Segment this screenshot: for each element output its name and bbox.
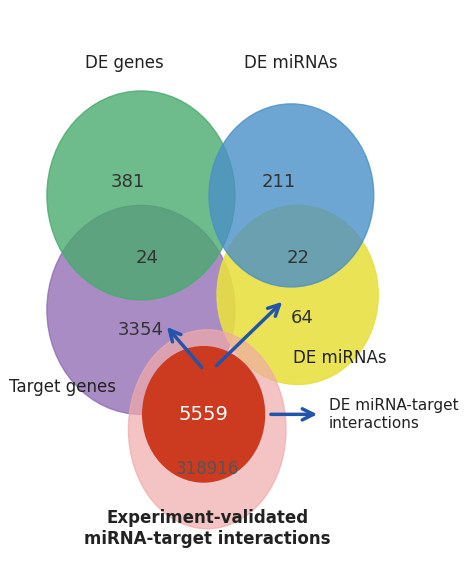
- Text: DE miRNA-target
interactions: DE miRNA-target interactions: [329, 398, 459, 430]
- Ellipse shape: [47, 91, 235, 300]
- Text: 3354: 3354: [118, 321, 164, 339]
- Text: Experiment-validated
miRNA-target interactions: Experiment-validated miRNA-target intera…: [84, 509, 330, 548]
- Ellipse shape: [217, 205, 378, 384]
- Text: 211: 211: [262, 174, 296, 192]
- Text: 5559: 5559: [179, 405, 228, 424]
- Ellipse shape: [209, 104, 374, 287]
- Ellipse shape: [47, 205, 235, 414]
- Text: 24: 24: [136, 249, 159, 267]
- Text: 22: 22: [286, 249, 309, 267]
- Text: DE genes: DE genes: [85, 54, 164, 72]
- Text: 318916: 318916: [175, 460, 239, 478]
- Text: 64: 64: [291, 309, 314, 327]
- Text: Target genes: Target genes: [9, 378, 116, 396]
- Ellipse shape: [128, 330, 286, 529]
- Text: DE miRNAs: DE miRNAs: [244, 54, 337, 72]
- Text: 381: 381: [110, 174, 145, 192]
- Text: DE miRNAs: DE miRNAs: [293, 348, 387, 366]
- Ellipse shape: [143, 347, 264, 482]
